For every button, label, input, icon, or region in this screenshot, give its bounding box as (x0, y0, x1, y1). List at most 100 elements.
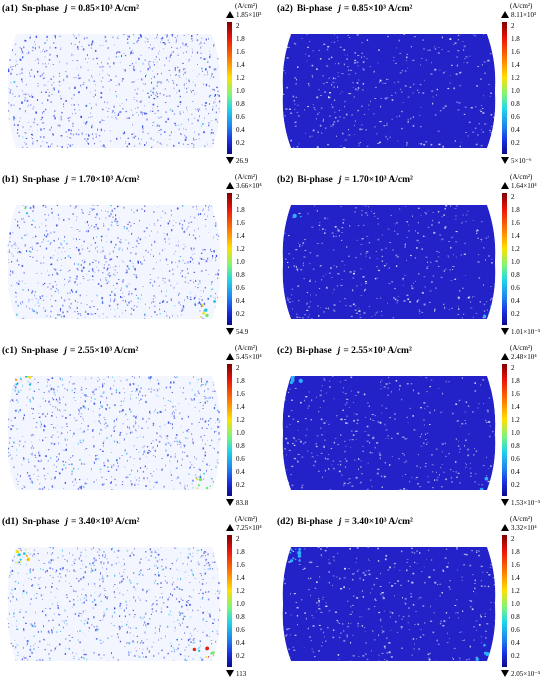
colorbar-tick-label: 1.8 (236, 35, 245, 43)
colorbar-tick-label: 0.4 (236, 639, 245, 647)
colorbar-min: 113 (236, 670, 247, 678)
colorbar-tick-label: 1.6 (511, 48, 520, 56)
colorbar-tick-label: 0.2 (511, 139, 520, 147)
panel-label: (a1) (2, 4, 18, 14)
colorbar-tick-label: 1.6 (236, 48, 245, 56)
colorbar-tick-label: 0.4 (511, 639, 520, 647)
panel-d1: (d1) Sn-phase j = 3.40×10³ A/cm² (A/cm²) 7.… (0, 513, 275, 684)
colorbar-tick-label: 0.6 (511, 113, 520, 121)
colorbar-min: 54.9 (236, 328, 249, 336)
colorbar-tick-label: 0.4 (236, 126, 245, 134)
current-density-value: = 3.40×10³ A/cm² (344, 517, 413, 527)
colorbar: (A/cm²) 1.85×10³ 2 1.8 1.6 1.4 1.2 1.0 0.8 0.6 0… (226, 2, 274, 168)
colorbar-tick-label: 1.2 (236, 245, 245, 253)
panel-title: (c1) Sn-phase j = 2.55×10³ A/cm² (2, 346, 138, 356)
current-density-value: = 3.40×10³ A/cm² (70, 517, 140, 527)
colorbar-tick-label: 0.6 (236, 455, 245, 463)
panel-label: (a2) (277, 4, 293, 14)
colorbar-tick-label: 2 (236, 364, 240, 372)
colorbar-tick-label: 1.4 (511, 403, 520, 411)
colorbar-tick-label: 2 (511, 535, 515, 543)
colorbar-tick-label: 2 (236, 535, 240, 543)
colorbar-gradient (502, 535, 507, 667)
panel-c1: (c1) Sn-phase j = 2.55×10³ A/cm² (A/cm²) 5.… (0, 342, 275, 513)
colorbar-tick-label: 2 (236, 22, 240, 30)
colorbar-ticks: 2 1.8 1.6 1.4 1.2 1.0 0.8 0.6 0.4 0.2 (511, 535, 541, 667)
phase-name: Bi-phase (297, 517, 333, 527)
current-density-map (7, 376, 221, 490)
colorbar-tick-label: 0.2 (236, 481, 245, 489)
colorbar-tick-label: 2 (511, 22, 515, 30)
colorbar-tick-label: 1.0 (236, 600, 245, 608)
colorbar-tick-label: 0.8 (236, 613, 245, 621)
panel-b1: (b1) Sn-phase j = 1.70×10³ A/cm² (A/cm²) 3.… (0, 171, 275, 342)
current-density-value: = 1.70×10³ A/cm² (344, 175, 413, 185)
colorbar-min: 1.53×10⁻⁵ (511, 499, 541, 507)
panel-title: (a1) Sn-phase j = 0.85×10³ A/cm² (2, 4, 139, 14)
colorbar-tick-label: 1.2 (236, 416, 245, 424)
colorbar-tick-label: 1.0 (236, 429, 245, 437)
current-density-map (7, 205, 221, 319)
colorbar-ticks: 2 1.8 1.6 1.4 1.2 1.0 0.8 0.6 0.4 0.2 (236, 22, 266, 154)
current-density-symbol: j (337, 346, 341, 356)
panel-title: (b1) Sn-phase j = 1.70×10³ A/cm² (2, 175, 140, 185)
colorbar-tick-label: 1.0 (236, 87, 245, 95)
panel-a2: (a2) Bi-phase j = 0.85×10³ A/cm² (A/cm²) 8.… (275, 0, 550, 171)
colorbar-tick-label: 0.2 (511, 481, 520, 489)
colorbar-tick-label: 0.8 (511, 442, 520, 450)
phase-name: Bi-phase (296, 346, 332, 356)
colorbar-gradient (227, 364, 232, 496)
panel-label: (b2) (277, 175, 294, 185)
colorbar-tick-label: 1.8 (236, 548, 245, 556)
phase-name: Sn-phase (22, 175, 60, 185)
colorbar-tick-label: 0.4 (236, 468, 245, 476)
max-arrow-icon (226, 11, 234, 18)
colorbar-tick-label: 0.2 (236, 139, 245, 147)
colorbar-tick-label: 1.6 (236, 561, 245, 569)
colorbar-min: 83.8 (236, 499, 249, 507)
colorbar-unit: (A/cm²) (235, 344, 258, 352)
current-density-map (282, 205, 496, 319)
colorbar-gradient (502, 193, 507, 325)
panel-a1: (a1) Sn-phase j = 0.85×10³ A/cm² (A/cm²) 1.… (0, 0, 275, 171)
colorbar: (A/cm²) 3.66×10⁴ 2 1.8 1.6 1.4 1.2 1.0 0.8 0.6 0… (226, 173, 274, 339)
colorbar-max: 5.45×10⁴ (236, 353, 262, 361)
colorbar-tick-label: 1.2 (236, 587, 245, 595)
colorbar-min: 2.05×10⁻⁵ (511, 670, 541, 678)
colorbar-tick-label: 1.0 (511, 258, 520, 266)
colorbar-tick-label: 0.4 (236, 297, 245, 305)
colorbar-tick-label: 0.2 (511, 652, 520, 660)
colorbar: (A/cm²) 3.32×10⁴ 2 1.8 1.6 1.4 1.2 1.0 0.8 0.6 0… (501, 515, 549, 681)
colorbar-tick-label: 0.6 (511, 626, 520, 634)
current-density-value: = 1.70×10³ A/cm² (70, 175, 140, 185)
current-density-symbol: j (65, 175, 68, 185)
current-density-symbol: j (65, 517, 68, 527)
colorbar-tick-label: 1.4 (236, 574, 245, 582)
colorbar-tick-label: 0.2 (236, 652, 245, 660)
colorbar-tick-label: 1.0 (511, 429, 520, 437)
colorbar-tick-label: 1.2 (511, 587, 520, 595)
colorbar-gradient (227, 193, 232, 325)
panel-title: (b2) Bi-phase j = 1.70×10³ A/cm² (277, 175, 413, 185)
current-density-symbol: j (64, 346, 67, 356)
colorbar-min: 26.9 (236, 157, 249, 165)
colorbar-tick-label: 0.4 (511, 297, 520, 305)
colorbar: (A/cm²) 5.45×10⁴ 2 1.8 1.6 1.4 1.2 1.0 0.8 0.6 0… (226, 344, 274, 510)
max-arrow-icon (501, 524, 509, 531)
colorbar-tick-label: 0.6 (236, 626, 245, 634)
colorbar-tick-label: 1.8 (236, 206, 245, 214)
colorbar-tick-label: 1.0 (236, 258, 245, 266)
colorbar-max: 2.48×10⁴ (511, 353, 537, 361)
colorbar-unit: (A/cm²) (510, 515, 533, 523)
max-arrow-icon (501, 353, 509, 360)
colorbar-tick-label: 1.8 (511, 35, 520, 43)
panel-b2: (b2) Bi-phase j = 1.70×10³ A/cm² (A/cm²) 1.… (275, 171, 550, 342)
current-density-symbol: j (338, 517, 342, 527)
colorbar: (A/cm²) 8.11×10³ 2 1.8 1.6 1.4 1.2 1.0 0.8 0.6 0… (501, 2, 549, 168)
colorbar-tick-label: 1.6 (236, 219, 245, 227)
max-arrow-icon (226, 182, 234, 189)
colorbar: (A/cm²) 7.25×10⁴ 2 1.8 1.6 1.4 1.2 1.0 0.8 0.6 0… (226, 515, 274, 681)
colorbar-tick-label: 1.6 (236, 390, 245, 398)
panel-label: (c2) (277, 346, 293, 356)
max-arrow-icon (501, 11, 509, 18)
